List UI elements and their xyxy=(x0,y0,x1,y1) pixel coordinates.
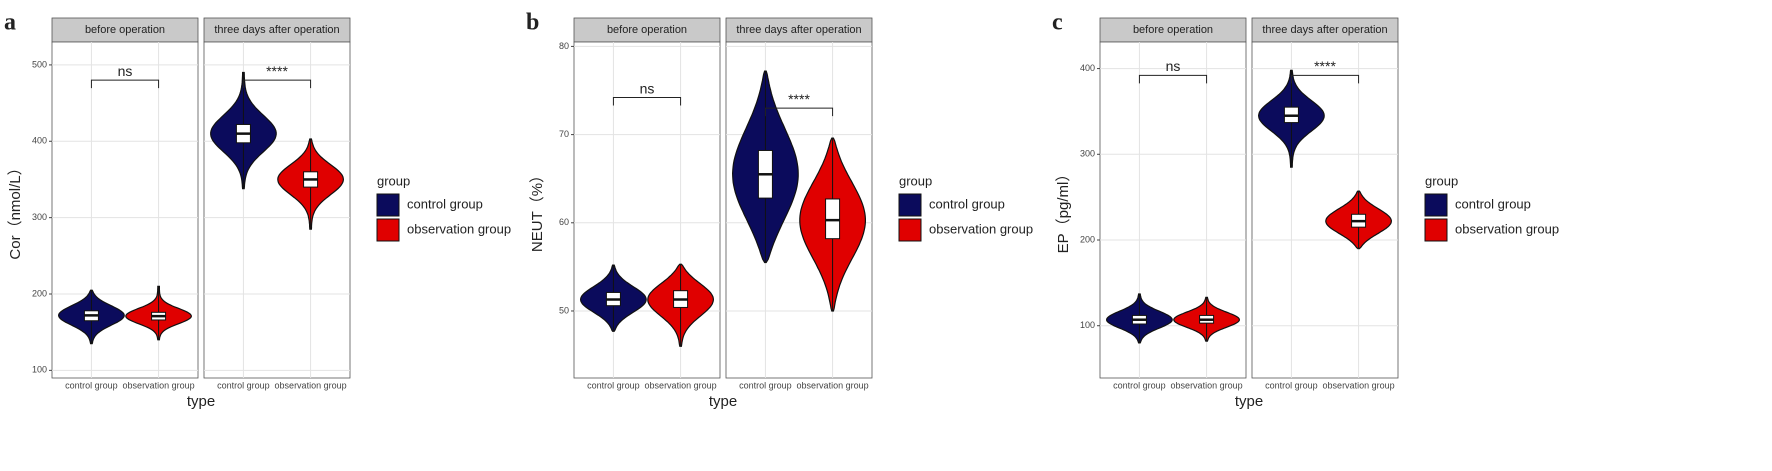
significance-label: **** xyxy=(1314,58,1336,74)
x-tick-label: observation group xyxy=(1171,380,1243,390)
x-tick-label: observation group xyxy=(1323,380,1395,390)
strip xyxy=(1251,17,1399,43)
legend-label: observation group xyxy=(1455,221,1559,236)
significance-bracket xyxy=(1138,74,1208,84)
significance-bracket xyxy=(90,79,160,89)
y-axis-title: NEUT（%） xyxy=(529,168,546,252)
y-tick-label: 100 xyxy=(1080,320,1095,330)
x-tick-label: control group xyxy=(65,380,118,390)
strip-label: three days after operation xyxy=(1262,24,1387,36)
strip xyxy=(203,17,351,43)
legend-label: observation group xyxy=(929,221,1033,236)
significance-bracket xyxy=(764,107,834,117)
legend-title: group xyxy=(377,173,410,188)
x-tick-label: control group xyxy=(739,380,792,390)
x-tick-label: control group xyxy=(217,380,270,390)
x-axis-title: type xyxy=(709,393,737,410)
x-tick-label: observation group xyxy=(275,380,347,390)
strip-label: three days after operation xyxy=(736,24,861,36)
strip-label: before operation xyxy=(607,24,687,36)
significance-label: ns xyxy=(1166,58,1181,74)
significance-bracket xyxy=(612,97,682,106)
y-tick-label: 200 xyxy=(32,288,47,298)
x-tick-label: observation group xyxy=(645,380,717,390)
legend-title: group xyxy=(1425,173,1458,188)
significance-bracket xyxy=(1290,74,1360,84)
x-tick-label: observation group xyxy=(123,380,195,390)
y-tick-label: 70 xyxy=(559,129,569,139)
x-tick-label: control group xyxy=(1113,380,1166,390)
x-tick-label: observation group xyxy=(797,380,869,390)
strip xyxy=(51,17,199,43)
y-tick-label: 50 xyxy=(559,305,569,315)
legend-key xyxy=(898,193,922,217)
strip-label: before operation xyxy=(1133,24,1213,36)
legend-label: observation group xyxy=(407,221,511,236)
legend-key xyxy=(898,218,922,242)
strip-label: before operation xyxy=(85,24,165,36)
panel-label: b xyxy=(526,10,539,36)
y-tick-label: 500 xyxy=(32,59,47,69)
strip xyxy=(573,17,721,43)
x-axis-title: type xyxy=(1235,393,1263,410)
significance-label: ns xyxy=(640,80,655,96)
y-tick-label: 300 xyxy=(1080,149,1095,159)
x-axis-title: type xyxy=(187,393,215,410)
significance-bracket xyxy=(242,79,312,89)
legend-label: control group xyxy=(1455,196,1531,211)
y-tick-label: 300 xyxy=(32,212,47,222)
y-tick-label: 100 xyxy=(32,365,47,375)
strip-label: three days after operation xyxy=(214,24,339,36)
legend-key xyxy=(1424,193,1448,217)
y-axis-title: Cor（nmol/L） xyxy=(7,160,24,259)
panel-label: a xyxy=(4,10,16,36)
panel-label: c xyxy=(1052,10,1063,36)
significance-label: **** xyxy=(266,63,288,79)
plot-area xyxy=(51,41,199,379)
legend-label: control group xyxy=(929,196,1005,211)
strip xyxy=(725,17,873,43)
legend-key xyxy=(376,218,400,242)
legend-label: control group xyxy=(407,196,483,211)
y-tick-label: 80 xyxy=(559,41,569,51)
significance-label: **** xyxy=(788,91,810,107)
x-tick-label: control group xyxy=(587,380,640,390)
legend-title: group xyxy=(899,173,932,188)
box xyxy=(825,198,841,240)
plot-area xyxy=(203,41,351,379)
legend-key xyxy=(376,193,400,217)
significance-label: ns xyxy=(118,63,133,79)
y-axis-title: EP（pg/ml） xyxy=(1055,167,1072,254)
legend-key xyxy=(1424,218,1448,242)
y-tick-label: 400 xyxy=(32,136,47,146)
x-tick-label: control group xyxy=(1265,380,1318,390)
y-tick-label: 60 xyxy=(559,217,569,227)
y-tick-label: 400 xyxy=(1080,63,1095,73)
plot-area xyxy=(573,41,721,379)
y-tick-label: 200 xyxy=(1080,234,1095,244)
strip xyxy=(1099,17,1247,43)
